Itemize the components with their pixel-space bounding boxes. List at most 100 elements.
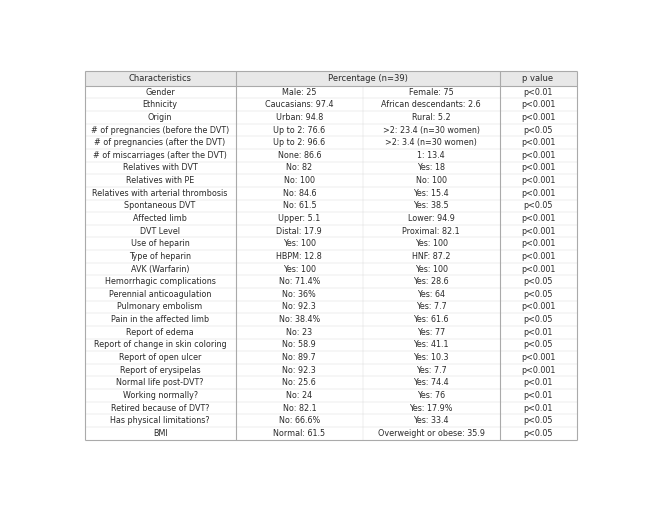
Text: Rural: 5.2: Rural: 5.2 [412,113,451,122]
Text: Percentage (n=39): Percentage (n=39) [328,73,408,83]
Text: Yes: 18: Yes: 18 [417,164,445,172]
Text: Overweight or obese: 35.9: Overweight or obese: 35.9 [378,429,485,438]
Text: No: 23: No: 23 [286,328,312,337]
Text: p<0.01: p<0.01 [523,328,553,337]
Text: No: 82.1: No: 82.1 [283,404,316,413]
Bar [84,200,577,212]
Text: Pulmonary embolism: Pulmonary embolism [117,302,203,312]
Text: Male: 25: Male: 25 [282,88,317,96]
Text: Yes: 61.6: Yes: 61.6 [413,315,449,324]
Bar [84,250,577,263]
Bar [84,288,577,301]
Text: Yes: 76: Yes: 76 [417,391,445,400]
Text: p<0.001: p<0.001 [521,113,555,122]
Text: Hemorrhagic complications: Hemorrhagic complications [104,277,215,286]
Bar [84,301,577,313]
Text: p<0.05: p<0.05 [523,429,553,438]
Text: # of miscarriages (after the DVT): # of miscarriages (after the DVT) [93,151,227,160]
Bar [84,275,577,288]
Text: p<0.05: p<0.05 [523,416,553,425]
Text: Report of open ulcer: Report of open ulcer [119,353,201,362]
Text: Use of heparin: Use of heparin [131,239,190,248]
Text: Distal: 17.9: Distal: 17.9 [277,227,322,235]
Text: Upper: 5.1: Upper: 5.1 [278,214,321,223]
Bar [84,339,577,351]
Text: Yes: 10.3: Yes: 10.3 [413,353,449,362]
Text: Yes: 15.4: Yes: 15.4 [413,189,449,197]
Text: Up to 2: 76.6: Up to 2: 76.6 [273,126,325,134]
Text: p<0.001: p<0.001 [521,189,555,197]
Bar [84,263,577,275]
Text: HBPM: 12.8: HBPM: 12.8 [277,252,322,261]
Text: p<0.001: p<0.001 [521,265,555,274]
Bar [84,149,577,162]
Text: No: 92.3: No: 92.3 [283,366,316,375]
Text: No: 25.6: No: 25.6 [283,378,316,387]
Text: # of pregnancies (before the DVT): # of pregnancies (before the DVT) [91,126,229,134]
Text: p<0.001: p<0.001 [521,100,555,109]
Bar [84,70,577,86]
Text: Report of edema: Report of edema [126,328,194,337]
Bar [84,389,577,402]
Text: p<0.05: p<0.05 [523,277,553,286]
Text: p<0.001: p<0.001 [521,151,555,160]
Text: 1: 13.4: 1: 13.4 [417,151,445,160]
Text: No: 89.7: No: 89.7 [283,353,316,362]
Text: >2: 23.4 (n=30 women): >2: 23.4 (n=30 women) [382,126,480,134]
Bar [84,402,577,414]
Text: Yes: 41.1: Yes: 41.1 [413,340,449,350]
Bar [84,123,577,137]
Text: No: 61.5: No: 61.5 [283,201,316,210]
Text: Yes: 100: Yes: 100 [283,239,316,248]
Text: >2: 3.4 (n=30 women): >2: 3.4 (n=30 women) [385,138,477,147]
Text: No: 84.6: No: 84.6 [283,189,316,197]
Text: p<0.001: p<0.001 [521,366,555,375]
Text: p<0.001: p<0.001 [521,227,555,235]
Text: # of pregnancies (after the DVT): # of pregnancies (after the DVT) [94,138,226,147]
Text: p<0.001: p<0.001 [521,302,555,312]
Text: Spontaneous DVT: Spontaneous DVT [124,201,195,210]
Text: p<0.01: p<0.01 [523,391,553,400]
Text: Yes: 74.4: Yes: 74.4 [413,378,449,387]
Bar [84,174,577,187]
Text: p<0.001: p<0.001 [521,353,555,362]
Bar [84,326,577,339]
Text: Has physical limitations?: Has physical limitations? [110,416,210,425]
Text: Urban: 94.8: Urban: 94.8 [275,113,323,122]
Text: p<0.01: p<0.01 [523,378,553,387]
Text: p<0.05: p<0.05 [523,290,553,299]
Text: Perennial anticoagulation: Perennial anticoagulation [109,290,212,299]
Text: Normal: 61.5: Normal: 61.5 [273,429,325,438]
Text: Yes: 17.9%: Yes: 17.9% [410,404,453,413]
Bar [84,364,577,377]
Text: Yes: 100: Yes: 100 [415,265,448,274]
Text: African descendants: 2.6: African descendants: 2.6 [381,100,481,109]
Text: Yes: 28.6: Yes: 28.6 [413,277,449,286]
Bar [84,414,577,427]
Text: p<0.01: p<0.01 [523,88,553,96]
Text: p<0.05: p<0.05 [523,340,553,350]
Text: p<0.05: p<0.05 [523,201,553,210]
Bar [84,377,577,389]
Text: Yes: 33.4: Yes: 33.4 [413,416,449,425]
Text: No: 92.3: No: 92.3 [283,302,316,312]
Text: Report of erysipelas: Report of erysipelas [120,366,201,375]
Text: Characteristics: Characteristics [128,73,192,83]
Text: None: 86.6: None: 86.6 [277,151,321,160]
Text: No: 66.6%: No: 66.6% [279,416,320,425]
Bar [84,162,577,174]
Text: Ethnicity: Ethnicity [143,100,177,109]
Text: Pain in the affected limb: Pain in the affected limb [111,315,209,324]
Text: p<0.01: p<0.01 [523,404,553,413]
Text: p<0.001: p<0.001 [521,138,555,147]
Bar [84,137,577,149]
Text: Yes: 64: Yes: 64 [417,290,445,299]
Text: Yes: 100: Yes: 100 [283,265,316,274]
Text: Female: 75: Female: 75 [409,88,453,96]
Text: p<0.001: p<0.001 [521,214,555,223]
Text: Normal life post-DVT?: Normal life post-DVT? [116,378,204,387]
Text: p<0.001: p<0.001 [521,176,555,185]
Text: Gender: Gender [145,88,175,96]
Text: Yes: 77: Yes: 77 [417,328,446,337]
Bar [84,86,577,98]
